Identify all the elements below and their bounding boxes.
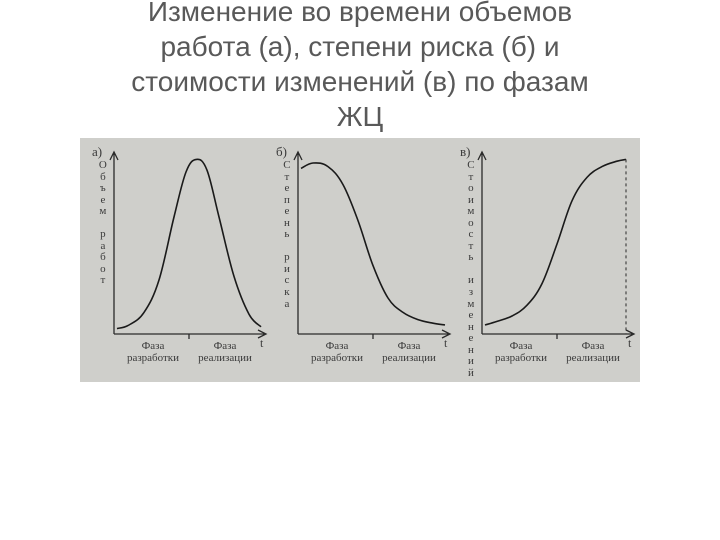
y-axis-label: Стоимость изменений — [464, 160, 478, 379]
axes — [294, 152, 450, 339]
x-phase-1: Фазаразработки — [301, 340, 373, 364]
panel-letter: б) — [276, 144, 287, 160]
chart-panel-2: в)Стоимость измененийtФазаразработкиФаза… — [452, 144, 636, 376]
title-line-2: работа (а), степени риска (б) и — [160, 31, 559, 62]
chart-svg — [84, 144, 270, 364]
chart-svg — [452, 144, 638, 364]
chart-panel-1: б)Степень рискаtФазаразработкиФазареализ… — [268, 144, 452, 376]
charts-container: а)Объем работtФазаразработкиФазареализац… — [80, 138, 640, 382]
x-phase-1: Фазаразработки — [485, 340, 557, 364]
y-axis-label: Объем работ — [96, 160, 110, 287]
axes — [110, 152, 266, 339]
x-axis-labels: ФазаразработкиФазареализации — [482, 340, 632, 364]
chart-panel-0: а)Объем работtФазаразработкиФазареализац… — [84, 144, 268, 376]
panel-letter: в) — [460, 144, 470, 160]
y-axis-label: Степень риска — [280, 160, 294, 310]
x-phase-1: Фазаразработки — [117, 340, 189, 364]
title-line-4: ЖЦ — [337, 101, 384, 132]
curve — [117, 159, 261, 328]
x-phase-2: Фазареализации — [373, 340, 445, 364]
x-phase-2: Фазареализации — [189, 340, 261, 364]
x-axis-labels: ФазаразработкиФазареализации — [298, 340, 448, 364]
x-axis-labels: ФазаразработкиФазареализации — [114, 340, 264, 364]
x-phase-2: Фазареализации — [557, 340, 629, 364]
title-line-3: стоимости изменений (в) по фазам — [131, 66, 588, 97]
panel-letter: а) — [92, 144, 102, 160]
slide-title: Изменение во времени объемов работа (а),… — [0, 0, 720, 138]
curve — [301, 163, 445, 325]
title-line-1: Изменение во времени объемов — [148, 0, 572, 27]
chart-svg — [268, 144, 454, 364]
curve — [485, 159, 626, 325]
